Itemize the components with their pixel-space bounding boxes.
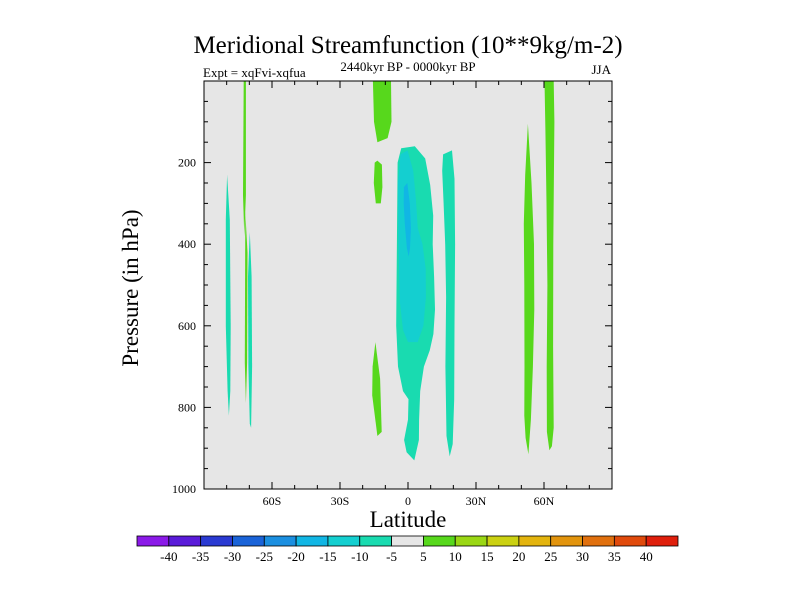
experiment-label: Expt = xqFvi-xqfua (203, 65, 306, 80)
colorbar-swatch (486, 535, 520, 547)
x-tick-label: 60S (263, 494, 282, 508)
y-tick-label: 200 (178, 156, 196, 170)
contour-regions (204, 81, 612, 489)
x-tick-label: 30N (466, 494, 487, 508)
colorbar-swatch (136, 535, 170, 547)
colorbar-label: 30 (576, 549, 589, 564)
colorbar-swatch (263, 535, 297, 547)
contour-region (372, 81, 392, 143)
contour-region (243, 81, 246, 236)
season-label: JJA (591, 62, 611, 77)
contour-region (523, 123, 535, 455)
colorbar-label: 5 (420, 549, 427, 564)
contour-region (373, 160, 383, 204)
colorbar-label: 20 (512, 549, 525, 564)
chart-title: Meridional Streamfunction (10**9kg/m-2) (193, 32, 622, 59)
axis-ticks: 60S 30S 0 30N 60N 200 400 600 800 1000 (172, 80, 613, 508)
contour-region (403, 183, 411, 257)
y-tick-label: 600 (178, 319, 196, 333)
colorbar-label: -25 (256, 549, 273, 564)
colorbar-swatch (168, 535, 202, 547)
colorbar-swatch (391, 535, 424, 547)
colorbar-swatch (423, 535, 456, 547)
colorbar-label: 10 (449, 549, 462, 564)
colorbar-label: -35 (192, 549, 209, 564)
colorbar-swatch (645, 535, 679, 547)
contour-region (372, 342, 382, 436)
contour-region (225, 174, 231, 416)
colorbar-swatch (359, 535, 392, 547)
colorbar-label: 35 (608, 549, 621, 564)
y-tick-label: 1000 (172, 482, 196, 496)
colorbar-swatch (200, 535, 233, 547)
colorbar-label: 15 (481, 549, 494, 564)
colorbar-swatch (582, 535, 615, 547)
colorbar: -40 -35 -30 -25 -20 -15 -10 -5 5 10 15 20 25 30 35 40 (136, 535, 679, 564)
y-axis-label: Pressure (in hPa) (118, 209, 143, 366)
colorbar-label: -10 (351, 549, 368, 564)
colorbar-swatch (518, 535, 552, 547)
x-tick-label: 30S (331, 494, 350, 508)
x-tick-label: 0 (405, 494, 411, 508)
colorbar-swatch (232, 535, 265, 547)
colorbar-label: -5 (386, 549, 397, 564)
colorbar-label: -40 (160, 549, 177, 564)
contour-region (442, 150, 456, 457)
colorbar-label: 25 (544, 549, 557, 564)
x-axis-label: Latitude (370, 507, 447, 532)
colorbar-label: -20 (287, 549, 304, 564)
x-tick-label: 60N (534, 494, 555, 508)
contour-region (544, 81, 555, 451)
contour-region (244, 211, 248, 404)
colorbar-label: -15 (319, 549, 336, 564)
colorbar-label: 40 (640, 549, 653, 564)
chart-subtitle: 2440kyr BP - 0000kyr BP (340, 59, 475, 74)
y-tick-label: 400 (178, 237, 196, 251)
colorbar-swatch (550, 535, 583, 547)
y-tick-label: 800 (178, 400, 196, 414)
colorbar-swatch (613, 535, 647, 547)
contour-region (248, 232, 253, 428)
colorbar-label: -30 (224, 549, 241, 564)
colorbar-swatch (327, 535, 361, 547)
colorbar-swatch (295, 535, 329, 547)
colorbar-swatch (454, 535, 488, 547)
